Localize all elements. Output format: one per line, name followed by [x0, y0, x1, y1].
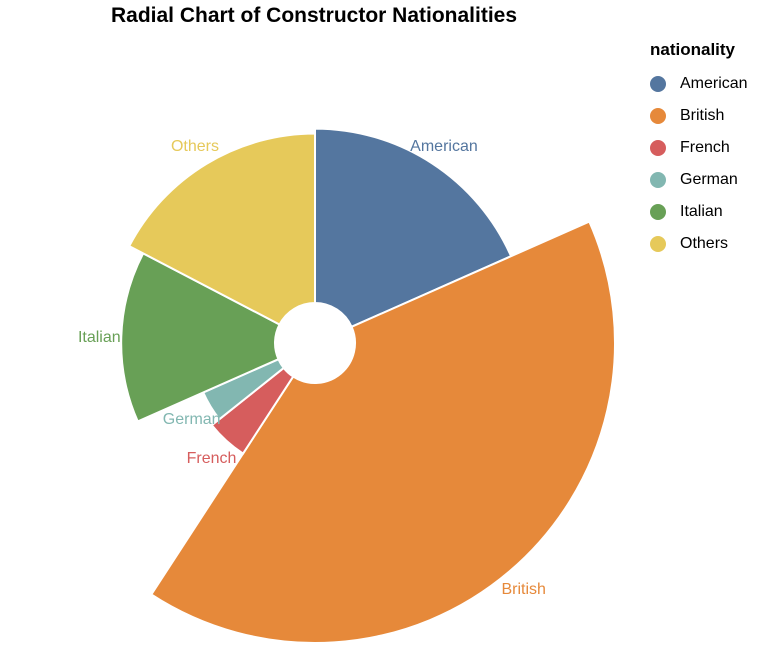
- legend-label: British: [680, 107, 725, 124]
- legend-swatch: [650, 172, 666, 188]
- slice-british: [149, 220, 616, 644]
- legend-label: Others: [680, 235, 729, 252]
- legend-label: German: [680, 171, 738, 188]
- legend-swatch: [650, 236, 666, 252]
- slice-label-french: French: [187, 450, 237, 467]
- slice-label-german: German: [163, 411, 221, 428]
- legend-item-others: Others: [650, 228, 770, 260]
- slice-label-american: American: [410, 138, 478, 155]
- legend-title: nationality: [650, 40, 736, 59]
- legend-item-british: British: [650, 100, 770, 132]
- legend-swatch: [650, 108, 666, 124]
- slice-label-others: Others: [171, 138, 219, 155]
- legend-label: French: [680, 139, 730, 156]
- slice-label-british: British: [502, 581, 546, 598]
- legend-item-french: French: [650, 132, 770, 164]
- slice-label-italian: Italian: [78, 329, 121, 346]
- legend-label: Italian: [680, 203, 723, 220]
- legend-swatch: [650, 140, 666, 156]
- legend: nationality American British French German I…: [650, 40, 770, 260]
- slice-others: [127, 132, 316, 326]
- legend-item-american: American: [650, 68, 770, 100]
- legend-item-german: German: [650, 164, 770, 196]
- chart-title: Radial Chart of Constructor Nationalitie…: [110, 4, 518, 27]
- slice-italian: [120, 252, 281, 423]
- legend-items: American British French German Italian Others: [650, 68, 770, 260]
- legend-swatch: [650, 76, 666, 92]
- legend-label: American: [680, 75, 748, 92]
- legend-swatch: [650, 204, 666, 220]
- legend-item-italian: Italian: [650, 196, 770, 228]
